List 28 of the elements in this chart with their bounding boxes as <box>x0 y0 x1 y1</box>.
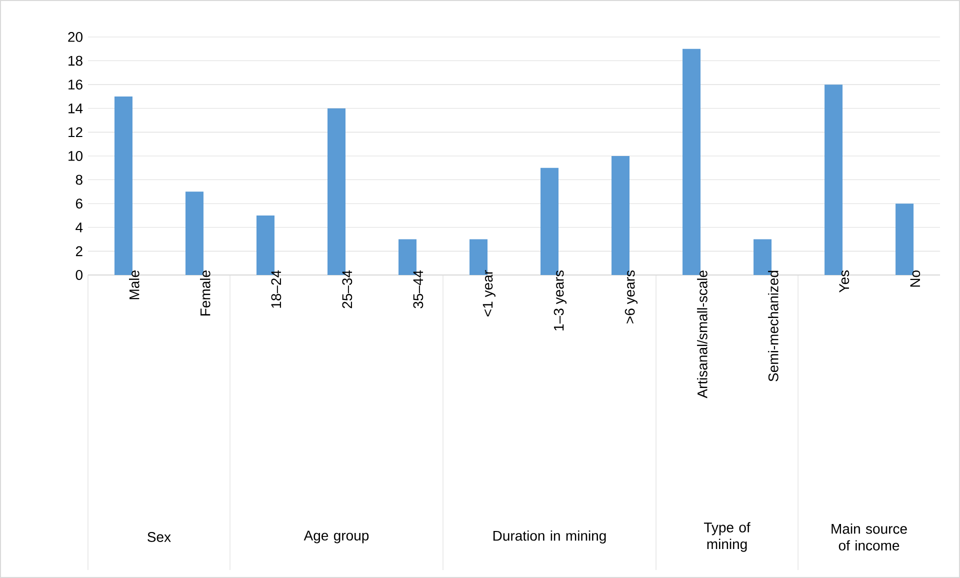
x-tick-label: Female <box>200 270 210 316</box>
y-tick-label: 2 <box>76 246 82 256</box>
text: Duration in mining <box>493 530 606 544</box>
text: Main source of income <box>832 524 907 551</box>
x-tick-label: Artisanal/small-scale <box>697 270 708 398</box>
y-tick-label: 16 <box>68 80 82 90</box>
text: Age group <box>304 530 369 544</box>
y-tick-label: 12 <box>68 127 82 138</box>
y-tick-label: 18 <box>68 56 82 66</box>
y-tick-label: 8 <box>76 174 82 185</box>
y-tick-label: 10 <box>68 151 82 161</box>
x-tick-label: Yes <box>839 270 850 292</box>
x-tick-label: No <box>910 270 920 287</box>
x-tick-label: Male <box>129 270 140 300</box>
y-tick-label: 4 <box>76 222 83 232</box>
x-tick-label: 18–24 <box>271 270 282 308</box>
y-tick-label: 14 <box>68 104 83 114</box>
y-tick-label: 20 <box>68 32 82 42</box>
x-tick-label: >6 years <box>624 270 638 324</box>
text: Type of mining <box>704 522 750 552</box>
x-tick-label: 1–3 years <box>554 270 567 330</box>
x-tick-label: 25–34 <box>342 270 352 308</box>
y-tick-label: 6 <box>76 198 82 209</box>
text: Sex <box>148 532 171 542</box>
x-tick-label: 35–44 <box>413 270 424 308</box>
y-tick-label: 0 <box>76 270 82 280</box>
x-tick-label: Semi-mechanized <box>768 270 778 382</box>
x-tick-label: <1 year <box>482 270 496 316</box>
